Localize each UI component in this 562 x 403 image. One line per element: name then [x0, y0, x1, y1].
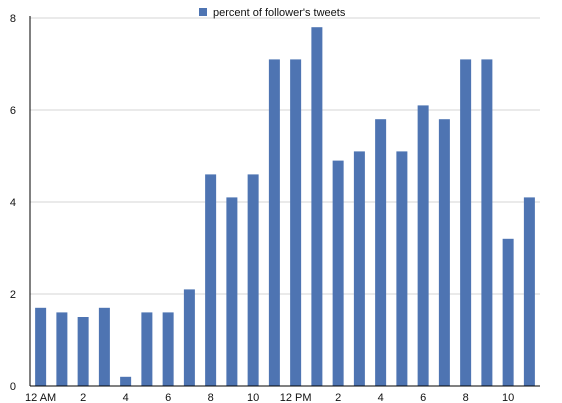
x-tick-labels: 12 AM 2 4 6 8 10 12 PM 2 4 6 8 10 — [25, 392, 514, 403]
legend-swatch — [199, 8, 207, 16]
x-tick-label: 2 — [335, 392, 341, 403]
x-tick-label: 10 — [502, 392, 514, 403]
bar-2 — [77, 317, 89, 386]
bar-15 — [353, 151, 365, 386]
x-tick-label: 6 — [165, 392, 171, 403]
bar-6 — [162, 312, 174, 386]
bar-12 — [290, 59, 302, 387]
bar-0 — [35, 307, 47, 386]
bar-17 — [396, 151, 408, 386]
x-tick-label: 8 — [463, 392, 469, 403]
x-tick-label: 8 — [208, 392, 214, 403]
y-tick-label: 2 — [10, 289, 16, 301]
bar-23 — [523, 197, 535, 386]
y-tick-label: 6 — [10, 105, 16, 117]
x-tick-label: 4 — [378, 392, 384, 403]
x-tick-label: 4 — [123, 392, 129, 403]
bar-16 — [375, 119, 387, 386]
axes — [29, 16, 540, 387]
bar-4 — [120, 376, 132, 386]
bar-8 — [205, 174, 217, 386]
bar-1 — [56, 312, 68, 386]
x-tick-label: 10 — [247, 392, 259, 403]
bar-7 — [183, 289, 195, 386]
y-tick-label: 4 — [10, 197, 16, 209]
bar-18 — [417, 105, 429, 387]
bar-10 — [247, 174, 259, 386]
legend: percent of follower's tweets — [199, 7, 346, 19]
bar-11 — [268, 59, 280, 387]
x-tick-label: 6 — [420, 392, 426, 403]
y-tick-label: 0 — [10, 381, 16, 393]
grid-lines — [30, 17, 540, 295]
bar-21 — [481, 59, 493, 387]
bars — [35, 27, 535, 387]
legend-label: percent of follower's tweets — [213, 7, 346, 19]
bar-5 — [141, 312, 153, 386]
bar-14 — [332, 160, 344, 386]
bar-9 — [226, 197, 238, 386]
bar-22 — [502, 238, 514, 386]
x-tick-label: 2 — [80, 392, 86, 403]
bar-20 — [460, 59, 472, 387]
bar-13 — [311, 27, 323, 386]
y-tick-label: 8 — [10, 13, 16, 25]
x-tick-label: 12 AM — [25, 392, 56, 403]
bar-3 — [98, 307, 110, 386]
y-tick-labels: 0 2 4 6 8 — [10, 13, 16, 393]
bar-19 — [438, 119, 450, 386]
x-tick-label: 12 PM — [280, 392, 312, 403]
